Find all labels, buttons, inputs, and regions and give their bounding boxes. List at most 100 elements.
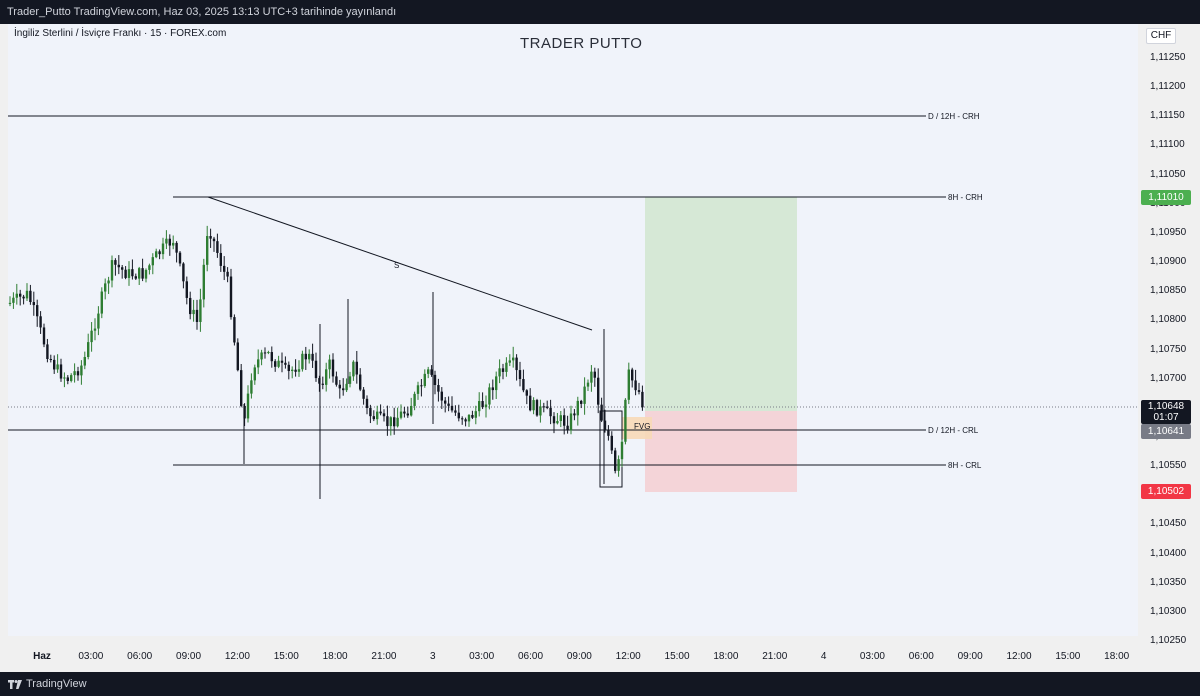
candle-body — [144, 269, 148, 279]
candle-body — [257, 359, 260, 368]
candle-body — [66, 377, 69, 381]
candle-body — [260, 352, 263, 360]
candle-body — [627, 369, 630, 400]
candle-body — [535, 400, 539, 416]
candle-body — [229, 276, 233, 318]
candle-body — [42, 327, 46, 345]
candle-body — [406, 413, 409, 416]
candle-body — [192, 309, 195, 315]
time-axis[interactable] — [0, 636, 1138, 672]
candle-body — [233, 317, 236, 343]
candle-body — [352, 361, 355, 377]
candle-body — [396, 417, 399, 427]
candle-body — [39, 316, 42, 328]
candle-body — [110, 260, 114, 281]
candle-body — [301, 353, 304, 370]
candle-body — [491, 387, 494, 391]
candle-body — [114, 260, 117, 265]
time-axis-label: 21:00 — [762, 651, 788, 662]
candle-body — [277, 360, 280, 367]
candle-body — [454, 410, 457, 413]
candle-body — [556, 421, 559, 424]
candle-body — [274, 361, 277, 367]
chart-plot-area[interactable] — [8, 24, 1138, 636]
price-axis[interactable] — [1138, 24, 1200, 672]
candle-body — [576, 400, 579, 416]
candle-body — [525, 390, 528, 396]
candle-body — [311, 353, 314, 361]
candle-body — [287, 364, 290, 372]
time-axis-label: 21:00 — [371, 651, 397, 662]
price-axis-label: 1,11050 — [1150, 168, 1186, 180]
candle-body — [263, 352, 267, 354]
time-axis-label: 12:00 — [615, 651, 641, 662]
candle-body — [457, 412, 460, 419]
candle-body — [437, 385, 440, 392]
candle-body — [185, 281, 188, 298]
candle-body — [314, 360, 318, 379]
candle-body — [63, 377, 66, 379]
candle-body — [552, 416, 556, 424]
candle-body — [338, 384, 341, 389]
candles-group — [8, 225, 644, 499]
candle-body — [583, 386, 586, 404]
time-axis-label: 18:00 — [1104, 651, 1130, 662]
candle-body — [175, 242, 178, 253]
tradingview-logo-icon — [8, 680, 22, 689]
candle-body — [76, 371, 80, 376]
candle-body — [25, 290, 29, 299]
candle-body — [345, 383, 348, 391]
candle-body — [90, 330, 93, 343]
fvg-box[interactable] — [622, 417, 652, 439]
candle-body — [32, 302, 35, 306]
candle-body — [294, 369, 297, 372]
candle-body — [529, 395, 532, 411]
level-label-8h-crl: 8H - CRL — [948, 461, 982, 470]
current-price-value: 1,10648 — [1147, 401, 1185, 412]
profit-zone[interactable] — [645, 197, 797, 411]
candle-body — [549, 407, 552, 417]
price-axis-label: 1,10700 — [1150, 372, 1187, 384]
candle-body — [284, 362, 287, 365]
candle-body — [634, 380, 637, 391]
candle-body — [73, 371, 76, 376]
candle-body — [195, 309, 199, 322]
candle-body — [348, 376, 352, 384]
candle-body — [141, 268, 144, 279]
candle-body — [607, 430, 610, 436]
candle-body — [70, 375, 73, 381]
level-label-8h-crh: 8H - CRH — [948, 193, 983, 202]
candle-body — [206, 236, 209, 265]
candle-body — [610, 435, 613, 451]
price-chart[interactable]: FVG D / 12H - CRH 8H - CRH D / 12H - CRL… — [8, 24, 1138, 636]
candle-body — [546, 406, 549, 408]
target-price-tag: 1,11010 — [1141, 190, 1191, 205]
candle-body — [566, 425, 569, 431]
candle-body — [427, 369, 430, 374]
currency-button[interactable]: CHF — [1146, 28, 1176, 44]
candle-body — [393, 417, 396, 427]
candle-body — [158, 251, 161, 255]
candle-body — [522, 379, 525, 391]
candle-body — [56, 364, 59, 370]
candle-body — [83, 357, 86, 366]
candle-body — [8, 302, 12, 304]
candle-body — [36, 305, 39, 317]
candle-body — [617, 459, 620, 471]
candle-body — [328, 359, 331, 370]
candle-body — [240, 370, 243, 406]
price-axis-label: 1,10800 — [1150, 314, 1187, 326]
candle-body — [243, 405, 246, 419]
candle-body — [410, 405, 413, 416]
candle-body — [318, 378, 321, 384]
symbol-title[interactable]: İngiliz Sterlini / İsviçre Frankı · 15 ·… — [14, 28, 227, 39]
candle-body — [59, 364, 63, 379]
candle-body — [209, 236, 212, 239]
candle-body — [637, 390, 641, 392]
candle-body — [236, 342, 239, 371]
trendline[interactable] — [207, 196, 593, 331]
stop-price-tag: 1,10502 — [1141, 484, 1191, 499]
time-axis-label: 06:00 — [127, 651, 153, 662]
price-axis-label: 1,10450 — [1150, 518, 1187, 530]
loss-zone[interactable] — [645, 411, 797, 492]
